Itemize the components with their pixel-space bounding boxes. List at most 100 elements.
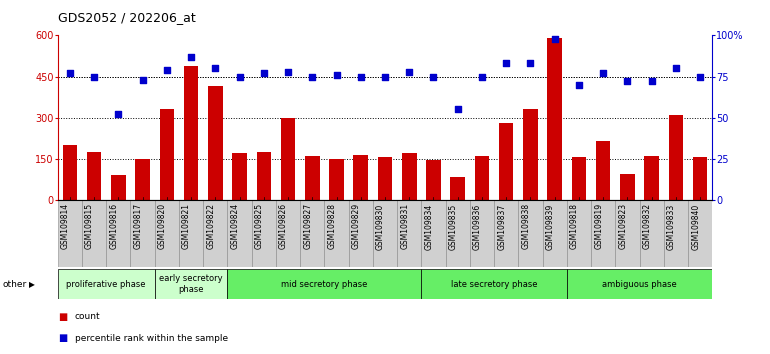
Text: GSM109821: GSM109821 <box>182 203 191 249</box>
Point <box>282 69 294 74</box>
Bar <box>543 200 567 267</box>
Text: proliferative phase: proliferative phase <box>66 280 146 289</box>
Bar <box>571 158 586 200</box>
Bar <box>159 109 174 200</box>
Text: ambiguous phase: ambiguous phase <box>602 280 677 289</box>
Bar <box>547 38 562 200</box>
Bar <box>179 200 203 267</box>
Text: percentile rank within the sample: percentile rank within the sample <box>75 333 228 343</box>
Bar <box>324 200 349 267</box>
Point <box>621 79 634 84</box>
Bar <box>664 200 688 267</box>
Bar <box>227 200 252 267</box>
Bar <box>130 200 155 267</box>
Bar <box>82 200 106 267</box>
Text: GSM109819: GSM109819 <box>594 203 603 250</box>
Bar <box>421 269 567 299</box>
Point <box>403 69 415 74</box>
Bar <box>252 200 276 267</box>
Bar <box>640 200 664 267</box>
Bar <box>474 156 489 200</box>
Point <box>355 74 367 79</box>
Text: ■: ■ <box>58 312 67 322</box>
Bar <box>688 200 712 267</box>
Text: GSM109814: GSM109814 <box>61 203 70 250</box>
Point <box>258 70 270 76</box>
Bar <box>596 141 611 200</box>
Text: GSM109840: GSM109840 <box>691 203 700 250</box>
Bar <box>136 159 150 200</box>
Bar <box>470 200 494 267</box>
Bar <box>397 200 421 267</box>
Text: GSM109826: GSM109826 <box>279 203 288 250</box>
Text: GSM109815: GSM109815 <box>85 203 94 250</box>
Bar <box>58 200 82 267</box>
Bar <box>305 156 320 200</box>
Bar <box>523 109 537 200</box>
Bar <box>421 200 446 267</box>
Text: GSM109835: GSM109835 <box>449 203 457 250</box>
Point <box>88 74 100 79</box>
Point <box>209 65 222 71</box>
Text: GSM109838: GSM109838 <box>521 203 531 250</box>
Bar <box>58 269 155 299</box>
Text: GSM109834: GSM109834 <box>424 203 434 250</box>
Text: GSM109825: GSM109825 <box>255 203 264 250</box>
Point <box>427 74 440 79</box>
Bar <box>203 200 227 267</box>
Text: GSM109833: GSM109833 <box>667 203 676 250</box>
Text: GSM109817: GSM109817 <box>133 203 142 250</box>
Point <box>112 112 125 117</box>
Point <box>670 65 682 71</box>
Point <box>136 77 149 83</box>
Bar <box>591 200 615 267</box>
Text: ▶: ▶ <box>29 280 35 289</box>
Point <box>233 74 246 79</box>
Point <box>161 67 173 73</box>
Bar <box>446 200 470 267</box>
Text: late secretory phase: late secretory phase <box>450 280 537 289</box>
Text: early secretory
phase: early secretory phase <box>159 274 223 294</box>
Point <box>185 54 197 59</box>
Text: other: other <box>2 280 26 289</box>
Point <box>330 72 343 78</box>
Point <box>451 107 464 112</box>
Point <box>694 74 706 79</box>
Bar <box>668 115 683 200</box>
Text: ■: ■ <box>58 333 67 343</box>
Point <box>645 79 658 84</box>
Bar <box>281 118 296 200</box>
Point <box>379 74 391 79</box>
Text: GSM109818: GSM109818 <box>570 203 579 249</box>
Text: GSM109820: GSM109820 <box>158 203 167 250</box>
Bar <box>402 153 417 200</box>
Text: count: count <box>75 312 100 321</box>
Bar <box>427 160 440 200</box>
Bar <box>256 152 271 200</box>
Bar <box>300 200 324 267</box>
Text: GSM109832: GSM109832 <box>643 203 651 250</box>
Bar <box>567 269 712 299</box>
Text: GSM109822: GSM109822 <box>206 203 216 249</box>
Point <box>524 61 537 66</box>
Bar <box>620 174 634 200</box>
Bar <box>349 200 373 267</box>
Bar <box>499 123 514 200</box>
Text: GSM109839: GSM109839 <box>546 203 554 250</box>
Text: mid secretory phase: mid secretory phase <box>281 280 367 289</box>
Bar <box>208 86 223 200</box>
Text: GSM109829: GSM109829 <box>352 203 361 250</box>
Bar <box>111 175 126 200</box>
Bar <box>693 158 708 200</box>
Bar <box>644 156 659 200</box>
Text: GSM109836: GSM109836 <box>473 203 482 250</box>
Text: GSM109816: GSM109816 <box>109 203 119 250</box>
Bar <box>330 159 343 200</box>
Bar <box>373 200 397 267</box>
Text: GSM109823: GSM109823 <box>618 203 628 250</box>
Bar <box>378 158 392 200</box>
Point <box>476 74 488 79</box>
Bar <box>87 152 102 200</box>
Text: GSM109824: GSM109824 <box>230 203 239 250</box>
Bar <box>567 200 591 267</box>
